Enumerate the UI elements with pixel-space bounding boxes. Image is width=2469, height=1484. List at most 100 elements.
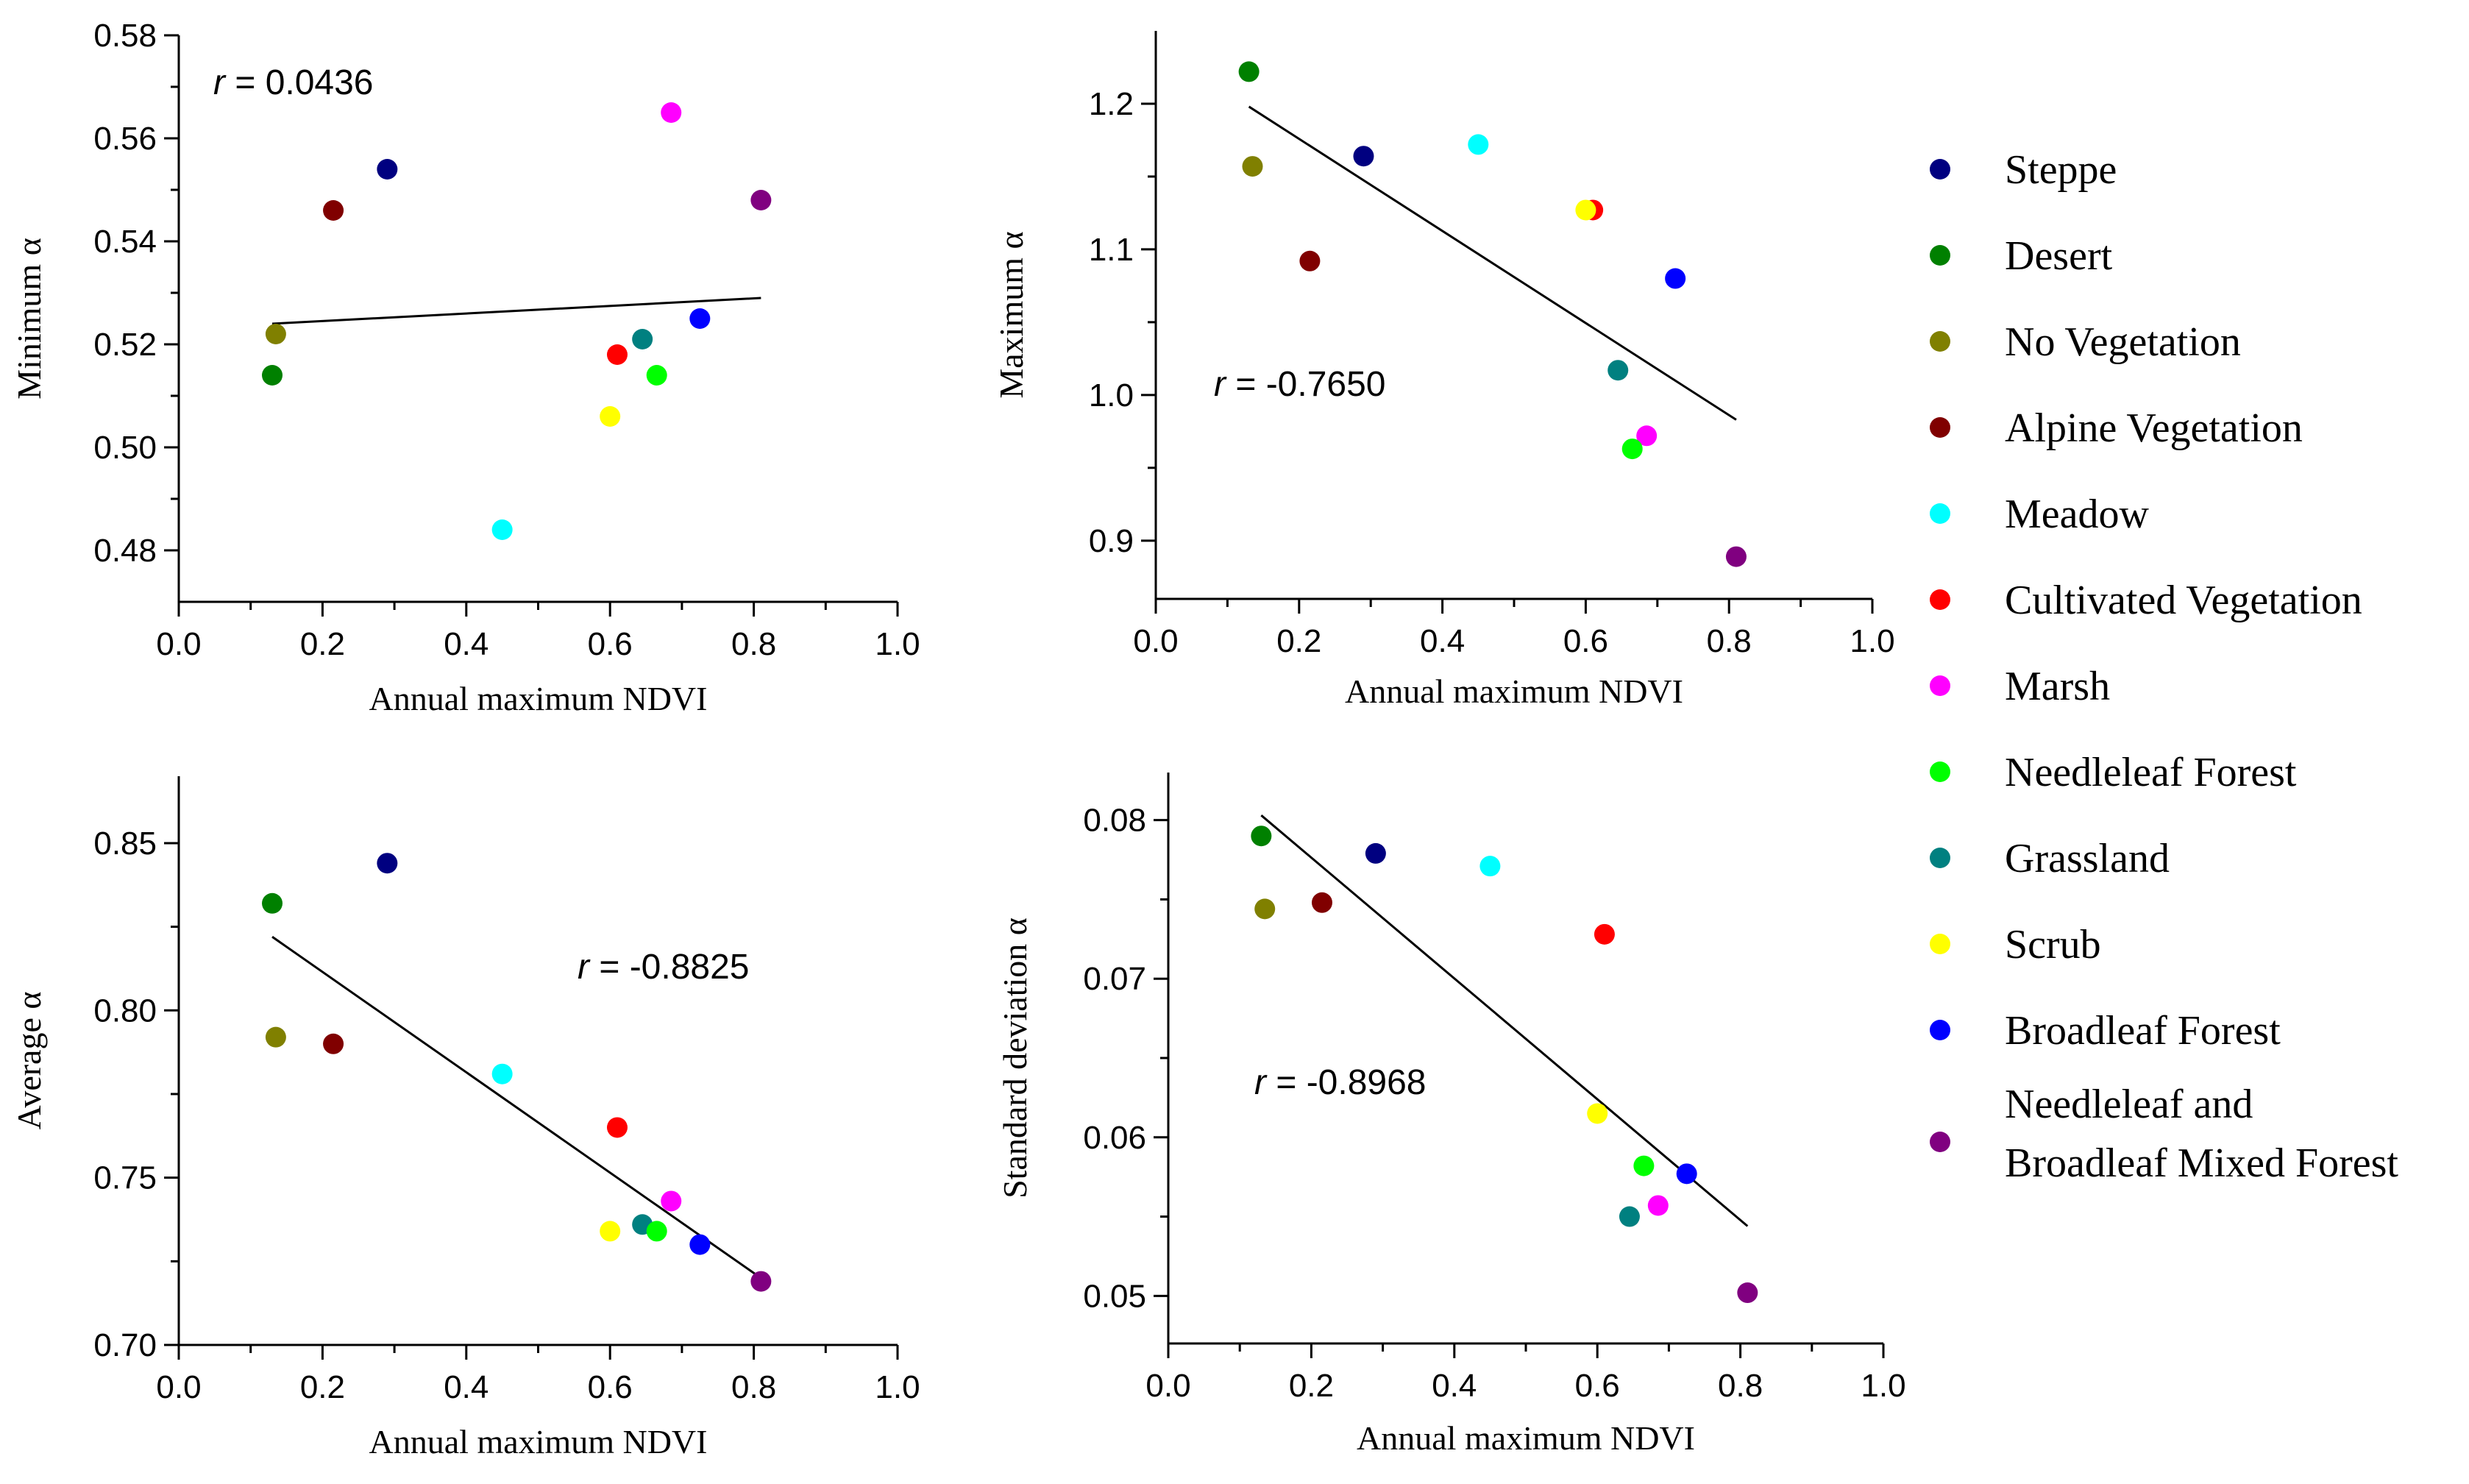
legend-label: Alpine Vegetation	[2005, 405, 2303, 451]
correlation-value: = -0.7650	[1226, 365, 1386, 404]
data-point	[606, 1117, 628, 1138]
legend-item: Meadow	[1930, 491, 2150, 537]
legend-marker	[1930, 503, 1950, 524]
data-point	[646, 1221, 667, 1242]
x-tick-label: 0.8	[731, 626, 776, 662]
correlation-label: r = 0.0436	[213, 63, 374, 102]
legend-label: Meadow	[2005, 491, 2150, 537]
data-point	[632, 329, 653, 349]
legend-marker	[1930, 675, 1950, 696]
x-axis-label: Annual maximum NDVI	[1345, 672, 1683, 710]
correlation-label: r = -0.8825	[578, 948, 749, 987]
data-point	[265, 324, 286, 344]
x-tick-label: 0.0	[156, 1369, 201, 1405]
legend-label: Cultivated Vegetation	[2005, 578, 2362, 623]
data-point	[1479, 856, 1501, 877]
data-point	[750, 190, 772, 210]
data-point	[1251, 826, 1272, 847]
data-point	[1647, 1195, 1669, 1216]
legend-marker	[1930, 159, 1950, 180]
legend-marker	[1930, 331, 1950, 352]
data-point	[1619, 1206, 1640, 1227]
legend-item: Steppe	[1930, 147, 2117, 193]
legend-marker	[1930, 245, 1950, 266]
x-axis-label: Annual maximum NDVI	[1357, 1419, 1695, 1457]
data-point	[323, 200, 344, 221]
y-tick-label: 0.48	[93, 533, 157, 569]
legend-label: Broadleaf Mixed Forest	[2005, 1140, 2398, 1186]
y-axis-label: Standard deviation α	[996, 917, 1034, 1199]
data-point	[262, 365, 283, 386]
legend-label: Scrub	[2005, 922, 2101, 968]
legend-label: No Vegetation	[2005, 319, 2241, 365]
data-point	[600, 406, 621, 427]
x-tick-label: 0.4	[444, 1369, 489, 1405]
legend-label: Needleleaf Forest	[2005, 750, 2297, 795]
legend-label: Grassland	[2005, 836, 2170, 881]
legend-label: Marsh	[2005, 664, 2110, 709]
correlation-symbol: r	[578, 948, 591, 987]
legend-item: Grassland	[1930, 836, 2170, 881]
scatter-panel-1: 0.0 0.2 0.4 0.6 0.8 1.0 0.48 0.50 0.52 0.54 0.56 0.…	[10, 18, 920, 717]
legend-label: Steppe	[2005, 147, 2117, 193]
data-point	[377, 853, 398, 874]
correlation-symbol: r	[1214, 365, 1227, 404]
data-point	[1676, 1163, 1697, 1185]
data-point	[1633, 1155, 1655, 1176]
data-point	[1353, 146, 1374, 167]
data-point	[1254, 898, 1276, 920]
x-tick-label: 0.0	[156, 626, 201, 662]
data-point	[1665, 268, 1686, 289]
y-tick-label: 0.06	[1083, 1120, 1146, 1156]
legend-item: Marsh	[1930, 664, 2110, 709]
legend-item: No Vegetation	[1930, 319, 2241, 365]
correlation-symbol: r	[1254, 1063, 1268, 1102]
regression-line	[271, 297, 761, 325]
correlation-value: = -0.8968	[1266, 1063, 1427, 1102]
legend-item: Needleleaf Forest	[1930, 750, 2297, 795]
legend-item: Scrub	[1930, 922, 2101, 968]
y-tick-label: 1.0	[1089, 377, 1134, 413]
data-point	[606, 344, 628, 365]
y-tick-label: 0.9	[1089, 523, 1134, 559]
data-point	[1242, 156, 1263, 177]
data-point	[689, 1234, 711, 1255]
data-point	[1575, 199, 1596, 221]
data-point	[1594, 923, 1615, 945]
data-point	[689, 308, 711, 329]
legend-marker	[1930, 934, 1950, 954]
y-tick-label: 0.05	[1083, 1278, 1146, 1314]
y-axis-label: Average α	[10, 992, 48, 1130]
y-tick-label: 0.54	[93, 224, 157, 260]
legend-label: Needleleaf and	[2005, 1082, 2253, 1127]
legend-label: Desert	[2005, 233, 2113, 279]
data-point	[1737, 1282, 1758, 1304]
legend: Steppe Desert No Vegetation Alpine Vegetati…	[1930, 147, 2398, 1186]
y-tick-label: 0.85	[93, 826, 157, 862]
plots-container: 0.0 0.2 0.4 0.6 0.8 1.0 0.48 0.50 0.52 0.54 0.56 0.…	[10, 18, 1906, 1460]
regression-line	[271, 936, 762, 1279]
data-point	[646, 365, 667, 386]
scatter-panel-3: 0.0 0.2 0.4 0.6 0.8 1.0 0.70 0.75 0.80 0.85 Annual…	[10, 776, 920, 1460]
data-point	[600, 1221, 621, 1242]
x-tick-label: 0.4	[444, 626, 489, 662]
legend-marker	[1930, 1132, 1950, 1152]
data-point	[1621, 439, 1643, 460]
legend-item: Cultivated Vegetation	[1930, 578, 2362, 623]
y-tick-label: 0.08	[1083, 803, 1146, 839]
y-tick-label: 0.80	[93, 993, 157, 1029]
regression-line	[1260, 814, 1749, 1227]
data-point	[1365, 842, 1386, 864]
y-tick-label: 0.75	[93, 1160, 157, 1196]
legend-marker	[1930, 589, 1950, 610]
y-tick-label: 0.70	[93, 1327, 157, 1363]
data-point	[1238, 61, 1260, 82]
data-point	[1587, 1103, 1608, 1124]
x-tick-label: 0.8	[731, 1369, 776, 1405]
scatter-panel-2: 0.0 0.2 0.4 0.6 0.8 1.0 0.9 1.0 1.1 1.2 Annual max…	[992, 31, 1895, 710]
x-tick-label: 1.0	[1850, 623, 1894, 659]
correlation-label: r = -0.8968	[1254, 1063, 1426, 1102]
regression-line	[1248, 105, 1737, 421]
x-tick-label: 1.0	[875, 626, 920, 662]
